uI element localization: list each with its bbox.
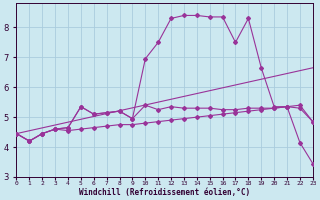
- X-axis label: Windchill (Refroidissement éolien,°C): Windchill (Refroidissement éolien,°C): [79, 188, 250, 197]
